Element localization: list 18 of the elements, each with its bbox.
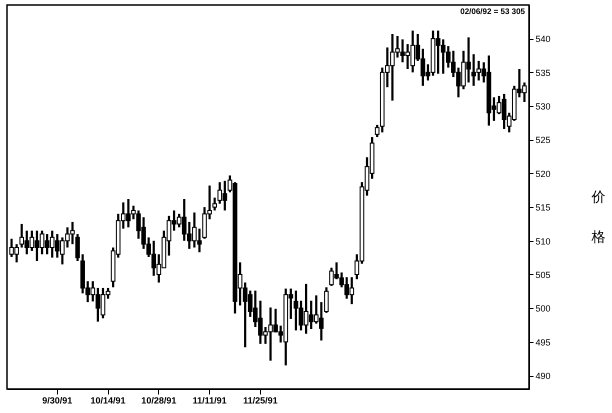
y-tick-label: 510 bbox=[536, 236, 551, 246]
y-tick-label: 520 bbox=[536, 168, 551, 179]
y-tick-label: 535 bbox=[536, 68, 551, 78]
x-tick-label: 11/25/91 bbox=[243, 396, 278, 406]
y-tick-label: 505 bbox=[536, 270, 551, 280]
x-tick-label: 9/30/91 bbox=[42, 396, 72, 406]
x-tick-label: 10/28/91 bbox=[141, 396, 176, 406]
annotation: 02/06/92 = 53 305 bbox=[460, 7, 526, 16]
y-tick-label: 500 bbox=[536, 304, 551, 314]
y-tick-label: 515 bbox=[536, 202, 551, 213]
y-tick-label: 530 bbox=[536, 102, 551, 112]
y-tick-label: 525 bbox=[536, 135, 551, 146]
x-tick-label: 11/11/91 bbox=[192, 396, 227, 406]
y-tick-label: 495 bbox=[536, 337, 551, 348]
y-tick-label: 540 bbox=[536, 34, 551, 44]
text: 价格 bbox=[592, 188, 606, 244]
x-tick-label: 10/14/91 bbox=[90, 396, 126, 406]
y-tick-label: 490 bbox=[536, 371, 551, 382]
